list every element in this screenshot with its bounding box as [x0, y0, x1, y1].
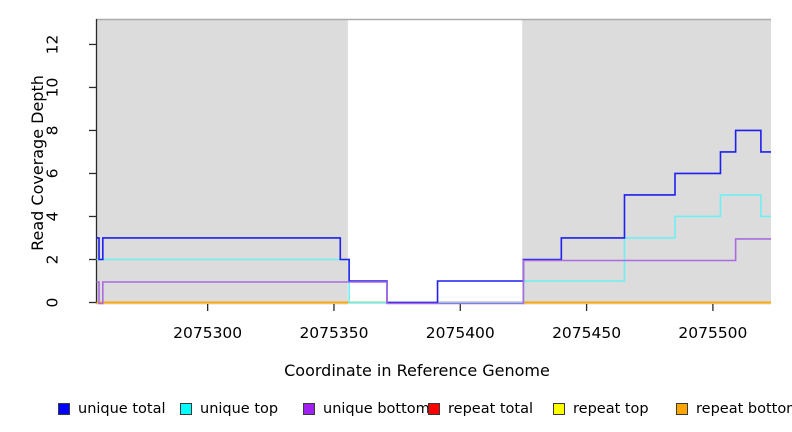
y-tick-label: 2 — [44, 255, 62, 265]
legend-swatch-unique-total — [58, 403, 70, 415]
y-tick-label: 10 — [44, 78, 62, 98]
shaded-region — [522, 19, 771, 305]
legend-label: repeat top — [573, 401, 649, 417]
legend-label: unique bottom — [323, 401, 430, 417]
legend-item-repeat-total: repeat total — [428, 401, 533, 417]
x-tick-label: 2075450 — [552, 324, 621, 342]
legend-label: repeat total — [448, 401, 534, 417]
x-axis-title: Coordinate in Reference Genome — [0, 361, 792, 380]
legend-label: unique total — [78, 401, 166, 417]
series-line-unique-bottom — [96, 238, 771, 305]
shaded-region — [96, 19, 348, 305]
y-tick-label: 8 — [44, 126, 62, 136]
y-axis-title-text: Read Coverage Depth — [28, 75, 47, 251]
legend-swatch-repeat-bottom — [676, 403, 688, 415]
x-axis-title-text: Coordinate in Reference Genome — [284, 361, 550, 380]
legend-item-repeat-top: repeat top — [553, 401, 649, 417]
legend-item-unique-total: unique total — [58, 401, 166, 417]
x-tick-label: 2075300 — [173, 324, 242, 342]
x-tick-label: 2075350 — [299, 324, 368, 342]
y-tick-label: 0 — [44, 298, 62, 308]
legend-item-repeat-bottom: repeat bottom — [676, 401, 792, 417]
legend-swatch-repeat-top — [553, 403, 565, 415]
y-axis-title: Read Coverage Depth — [28, 63, 47, 263]
legend-swatch-unique-bottom — [303, 403, 315, 415]
y-tick-label: 6 — [44, 169, 62, 179]
x-tick-label: 2075500 — [678, 324, 747, 342]
y-tick-label: 12 — [44, 35, 62, 55]
legend-swatch-unique-top — [180, 403, 192, 415]
legend-swatch-repeat-total — [428, 403, 440, 415]
legend-item-unique-top: unique top — [180, 401, 278, 417]
y-tick-label: 4 — [44, 212, 62, 222]
x-tick-label: 2075400 — [426, 324, 495, 342]
legend-item-unique-bottom: unique bottom — [303, 401, 430, 417]
legend-label: repeat bottom — [696, 401, 792, 417]
legend-label: unique top — [200, 401, 279, 417]
series-line-unique-top — [96, 194, 771, 304]
